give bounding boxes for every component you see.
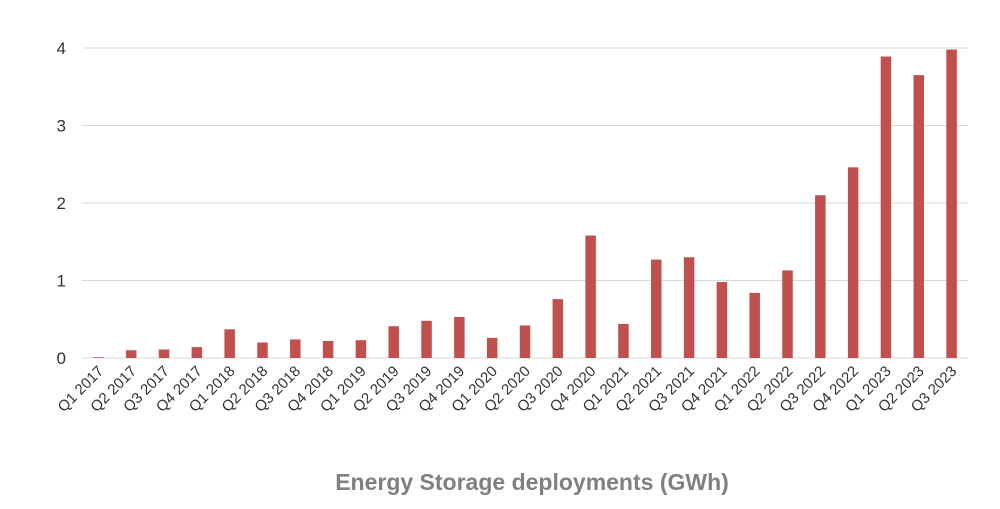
bar-q2-2021 [651,259,662,358]
x-axis-title: Energy Storage deployments (GWh) [335,469,729,495]
bar-q1-2017 [93,357,104,358]
bar-q2-2018 [257,342,268,358]
bar-q4-2020 [585,235,596,358]
y-tick-label: 1 [57,272,66,291]
bar-q2-2022 [782,270,793,358]
y-tick-label: 4 [57,39,66,58]
bar-q2-2019 [388,326,399,358]
bar-q2-2020 [519,325,531,358]
bar-q4-2019 [454,316,465,358]
bar-q3-2023 [946,49,957,359]
bar-q2-2017 [125,350,137,358]
y-axis-tick-labels: 0 1 2 3 4 [57,39,66,368]
bar-q1-2018 [224,329,235,358]
bar-q3-2021 [683,257,695,358]
bar-q4-2017 [191,347,203,358]
bar-q4-2022 [847,167,859,358]
bar-q4-2018 [322,340,334,358]
bar-q1-2023 [880,56,892,359]
bar-q3-2019 [421,320,432,358]
bar-q1-2022 [749,292,760,358]
bar-q2-2023 [913,75,925,359]
gridlines [82,47,968,359]
y-tick-label: 3 [57,117,66,136]
bar-q1-2019 [355,340,367,358]
y-tick-label: 0 [57,349,66,368]
bar-q3-2020 [552,299,564,358]
bar-q1-2021 [618,323,629,358]
y-tick-label: 2 [57,194,66,213]
bars [93,49,957,359]
bar-q3-2018 [290,339,301,358]
bar-q3-2017 [158,349,170,358]
bar-q1-2020 [486,337,498,358]
bar-q3-2022 [815,195,826,358]
bar-q4-2021 [716,282,728,358]
